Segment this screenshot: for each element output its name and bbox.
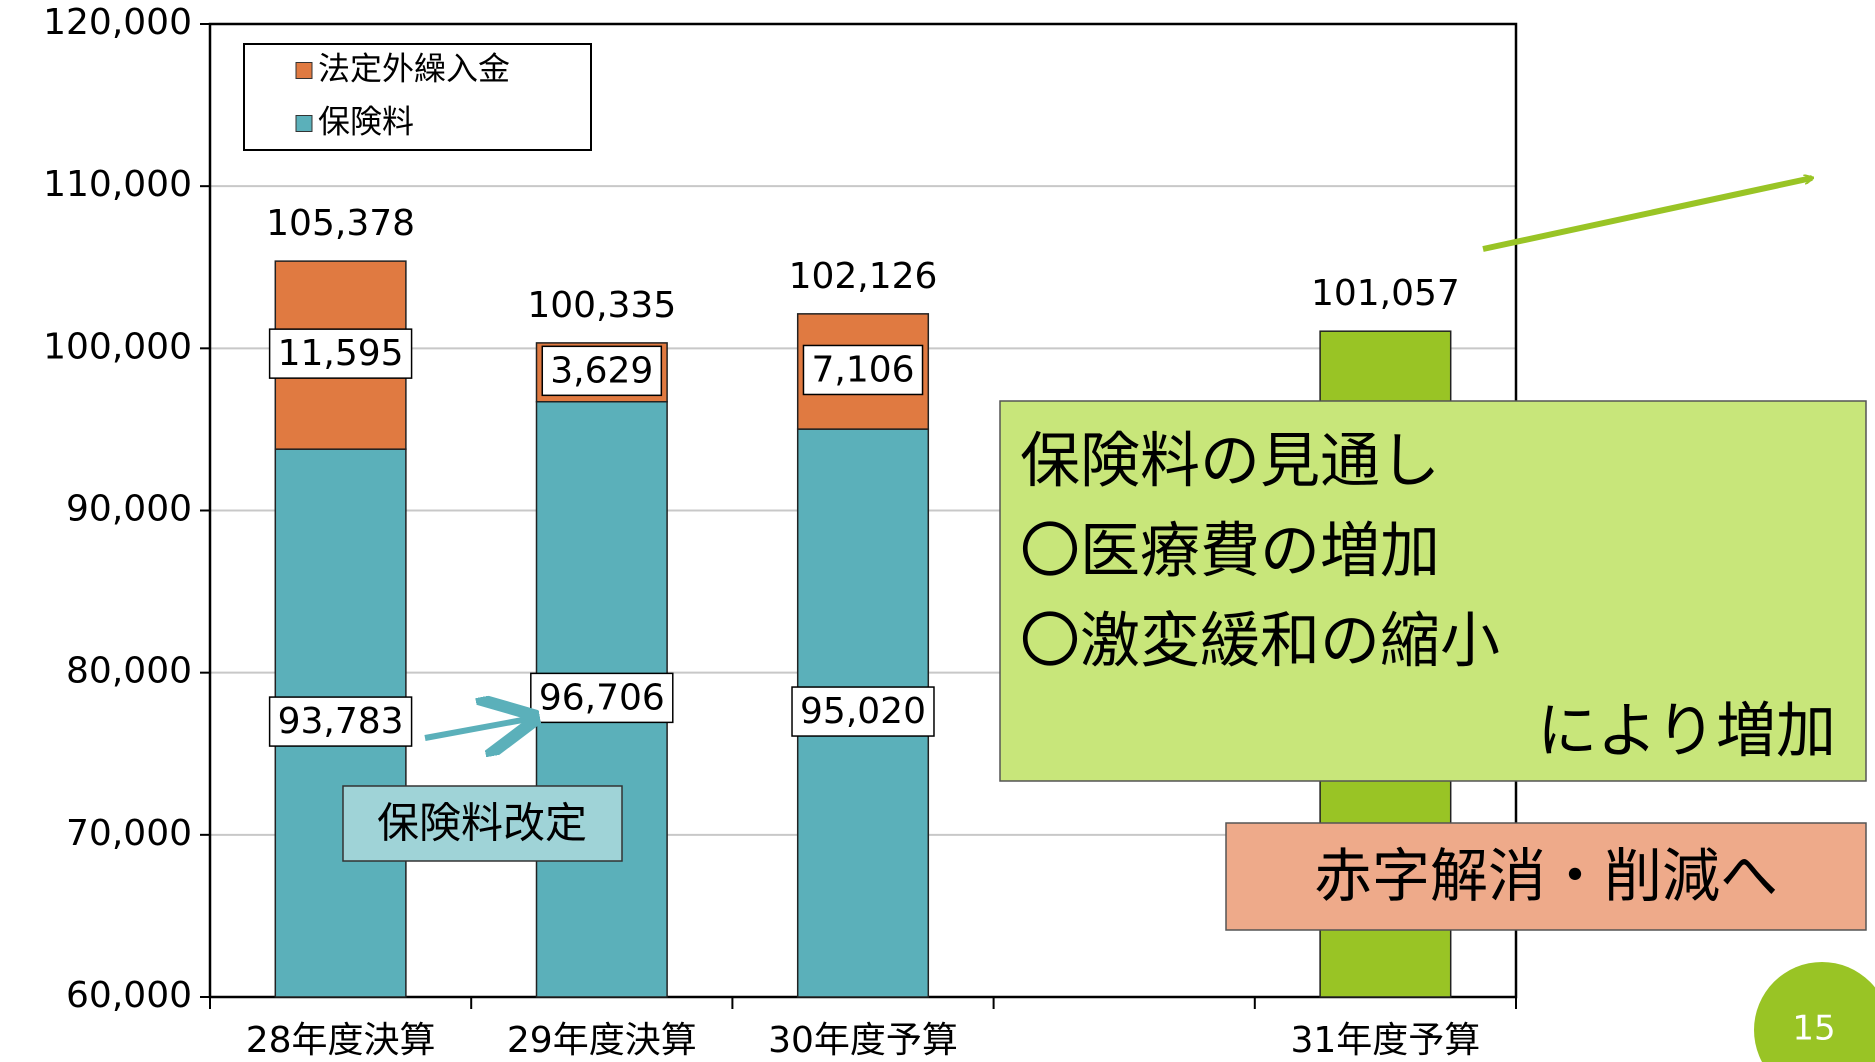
legend-box <box>243 43 592 151</box>
y-tick-label: 70,000 <box>66 813 192 854</box>
y-tick-label: 90,000 <box>66 489 192 530</box>
outlook-line: 保険料の見通し <box>1020 427 1440 497</box>
total-label: 101,057 <box>1311 273 1460 314</box>
arrow <box>424 719 528 738</box>
x-tick-label: 29年度決算 <box>507 1020 697 1061</box>
total-label: 105,378 <box>266 203 415 244</box>
data-label: 95,020 <box>800 691 926 732</box>
legend-swatch <box>295 115 313 132</box>
y-tick-label: 110,000 <box>43 164 192 205</box>
outlook-line: 〇医療費の増加 <box>1020 517 1440 587</box>
data-label-box <box>268 328 413 379</box>
page-number: 15 <box>1792 1009 1835 1049</box>
outlook-line: 〇激変緩和の縮小 <box>1020 607 1500 677</box>
data-label-box <box>541 345 663 397</box>
data-label: 11,595 <box>278 333 404 374</box>
note-box <box>342 785 623 862</box>
x-tick-label: 30年度予算 <box>768 1020 958 1061</box>
total-label: 100,335 <box>527 285 676 326</box>
data-label-box <box>530 672 674 724</box>
deficit-box <box>1225 822 1867 931</box>
note: 保険料改定 <box>377 799 587 848</box>
deficit: 赤字解消・削減へ <box>1314 842 1778 910</box>
legend-label: 法定外繰入金 <box>318 50 510 88</box>
legend-label: 保険料 <box>318 103 414 141</box>
data-label: 7,106 <box>811 349 914 390</box>
data-label: 96,706 <box>539 677 665 718</box>
outlook-box <box>999 400 1867 782</box>
data-label-box <box>268 696 413 747</box>
legend-swatch <box>295 62 313 79</box>
arrow <box>1482 178 1812 252</box>
y-tick-label: 80,000 <box>66 651 192 692</box>
y-tick-label: 120,000 <box>43 2 192 43</box>
x-tick-label: 31年度予算 <box>1290 1020 1480 1061</box>
data-label: 93,783 <box>278 701 404 742</box>
total-label: 102,126 <box>789 256 938 297</box>
plot-layer: 60,000 70,000 80,000 90,000 100,000 110,000 12… <box>43 2 1518 1061</box>
data-label-box <box>791 686 935 737</box>
x-tick-label: 28年度決算 <box>246 1020 436 1061</box>
y-tick-label: 100,000 <box>43 326 192 367</box>
data-label-box <box>802 344 924 396</box>
page-badge <box>1754 962 1875 1062</box>
y-tick-label: 60,000 <box>66 975 192 1016</box>
data-label: 3,629 <box>550 350 653 391</box>
outlook-line: により増加 <box>1537 697 1836 767</box>
